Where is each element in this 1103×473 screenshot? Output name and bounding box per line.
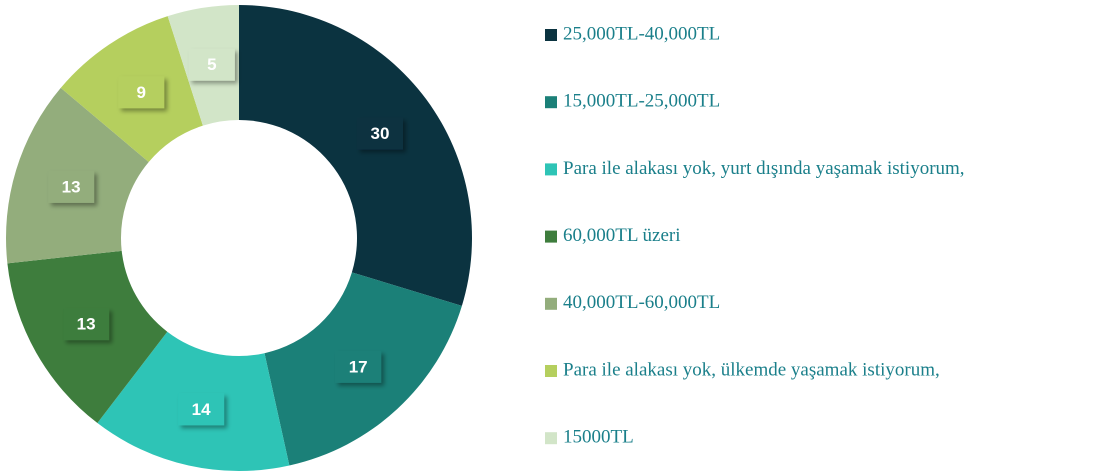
data-labels: 30 17 14 13 13 9 5 bbox=[48, 48, 404, 426]
data-label: 30 bbox=[371, 124, 390, 143]
legend-swatch bbox=[545, 96, 557, 109]
label-box bbox=[188, 48, 235, 81]
legend-label: 60,000TL üzeri bbox=[563, 225, 680, 246]
legend-swatch bbox=[545, 29, 557, 41]
data-label: 9 bbox=[136, 83, 145, 102]
legend-swatch bbox=[545, 297, 557, 310]
legend-label: Para ile alakası yok, ülkemde yaşamak is… bbox=[563, 359, 940, 380]
legend-label: 40,000TL-60,000TL bbox=[563, 292, 720, 313]
legend-label: 25,000TL-40,000TL bbox=[563, 23, 720, 44]
data-label: 13 bbox=[77, 315, 96, 334]
label-box bbox=[335, 350, 382, 383]
data-label: 5 bbox=[207, 55, 216, 74]
data-label: 13 bbox=[62, 177, 81, 196]
data-label: 17 bbox=[349, 357, 368, 376]
legend-label: 15,000TL-25,000TL bbox=[563, 91, 720, 112]
donut bbox=[6, 5, 472, 472]
label-box bbox=[48, 170, 95, 203]
label-box bbox=[63, 308, 110, 341]
data-label: 14 bbox=[192, 400, 211, 419]
slice bbox=[239, 5, 472, 306]
label-box bbox=[118, 76, 165, 109]
label-box bbox=[357, 117, 404, 150]
legend: 25,000TL-40,000TL 15,000TL-25,000TL Para i… bbox=[545, 23, 965, 448]
legend-swatch bbox=[545, 365, 557, 377]
legend-label: Para ile alakası yok, yurt dışında yaşam… bbox=[563, 158, 965, 179]
legend-swatch bbox=[545, 163, 557, 176]
label-box bbox=[178, 393, 225, 426]
legend-label: 15000TL bbox=[563, 427, 634, 448]
legend-swatch bbox=[545, 432, 557, 445]
legend-swatch bbox=[545, 230, 557, 243]
